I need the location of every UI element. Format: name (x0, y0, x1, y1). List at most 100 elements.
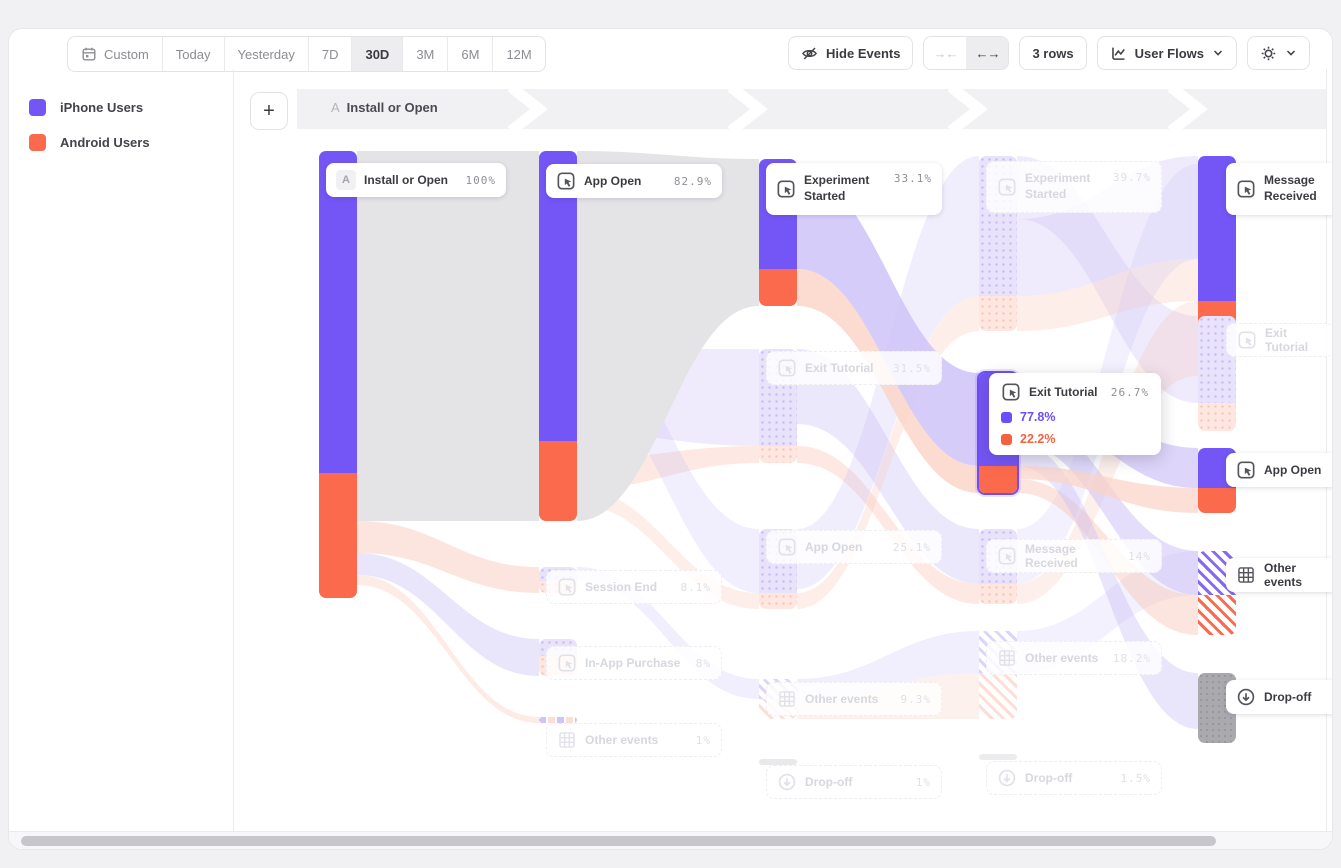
node-value: 18.2% (1112, 651, 1151, 665)
legend-item-iphone-users[interactable]: iPhone Users (29, 99, 143, 116)
bar-segment-android (979, 584, 1017, 604)
grid-icon (997, 648, 1017, 668)
node-card-app-open[interactable]: App Open (1226, 453, 1332, 487)
node-value: 100% (465, 173, 496, 187)
node-card-exit-tutorial-hovered[interactable]: Exit Tutorial 26.7% 77.8% 22.2% (989, 373, 1161, 455)
event-icon (997, 546, 1017, 566)
flow-band-highlight-orange (1017, 466, 1198, 513)
node-card-session-end[interactable]: Session End 8.1% (546, 570, 722, 604)
flow-band-highlight-purple (797, 173, 979, 466)
node-label: Other events (585, 733, 659, 747)
node-value: 8% (695, 656, 711, 670)
chevron-separator-icon (507, 89, 548, 129)
node-card-exit-tutorial[interactable]: Exit Tutorial 31.5% (766, 351, 942, 385)
node-label: Drop-off (1264, 690, 1312, 704)
node-label: Exit Tutorial (805, 361, 874, 375)
event-icon (1236, 460, 1256, 480)
legend-item-android-users[interactable]: Android Users (29, 134, 150, 151)
node-card-message-received[interactable]: Message Received 14% (986, 539, 1162, 573)
range-30d-button[interactable]: 30D (351, 37, 403, 71)
breadcrumb-step-letter: A (331, 100, 340, 115)
node-label: Experiment Started (1025, 171, 1091, 201)
flow-band (357, 521, 539, 593)
grid-icon (777, 689, 797, 709)
node-card-install-or-open[interactable]: A Install or Open 100% (326, 163, 506, 197)
node-label: Exit Tutorial (1029, 385, 1098, 399)
range-custom-button[interactable]: Custom (68, 37, 162, 71)
bar-segment-android (1198, 488, 1236, 513)
range-7d-button[interactable]: 7D (307, 37, 352, 71)
breadcrumb-step-label: Install or Open (346, 100, 438, 115)
iphone-users-swatch (29, 99, 46, 116)
col1-bar-install-or-open[interactable] (319, 151, 357, 598)
legend-label: iPhone Users (60, 100, 144, 115)
add-step-button[interactable]: + (250, 92, 288, 130)
col2-bar-app-open[interactable] (539, 151, 577, 521)
range-6m-button[interactable]: 6M (447, 37, 492, 71)
collapse-columns-button[interactable]: →← (924, 37, 966, 69)
collapse-icon: →← (933, 45, 958, 61)
user-flows-icon (1110, 45, 1127, 62)
node-label: Message Received (1025, 542, 1078, 570)
event-icon (777, 537, 797, 557)
rows-button[interactable]: 3 rows (1019, 36, 1087, 70)
range-label: 3M (416, 46, 435, 62)
node-card-drop-off[interactable]: Drop-off (1226, 680, 1332, 714)
bar-segment-android (759, 446, 797, 463)
node-value: 25.1% (892, 540, 931, 554)
horizontal-scrollbar-track[interactable] (9, 831, 1332, 849)
node-card-experiment-started[interactable]: Experiment Started 33.1% (766, 163, 942, 215)
event-icon (997, 177, 1017, 197)
node-card-message-received[interactable]: Message Received (1226, 163, 1332, 215)
node-label: App Open (1264, 463, 1322, 477)
flow-band (797, 446, 979, 604)
node-card-drop-off[interactable]: Drop-off 1% (766, 765, 942, 799)
canvas-right-edge (1326, 69, 1327, 834)
android-swatch (1001, 433, 1012, 445)
drop-off-icon (997, 768, 1017, 788)
node-value: 1.5% (1120, 771, 1151, 785)
range-3m-button[interactable]: 3M (402, 37, 447, 71)
range-today-button[interactable]: Today (161, 37, 224, 71)
col4-bar-drop-off[interactable] (979, 754, 1017, 760)
node-card-experiment-started[interactable]: Experiment Started 39.7% (986, 161, 1162, 213)
range-label: 7D (321, 46, 339, 62)
node-label: App Open (805, 540, 863, 554)
chevron-down-icon (1285, 48, 1297, 58)
flow-band-highlight-gray (577, 151, 759, 521)
event-icon (776, 179, 796, 199)
user-flows-panel: Custom Today Yesterday 7D 30D 3M 6M 12M … (8, 28, 1333, 850)
node-card-other-events[interactable]: Other events 18.2% (986, 641, 1162, 675)
expand-columns-button[interactable]: ←→ (966, 37, 1009, 69)
node-value: 82.9% (673, 174, 712, 188)
breadcrumb[interactable] (297, 89, 1326, 129)
bar-segment-android (1198, 403, 1236, 431)
horizontal-scrollbar-thumb[interactable] (21, 836, 1216, 846)
node-card-app-open[interactable]: App Open 82.9% (546, 164, 722, 198)
view-selector-button[interactable]: User Flows (1096, 36, 1237, 70)
flow-band (357, 553, 539, 676)
node-card-other-events[interactable]: Other events 1% (546, 723, 722, 757)
hide-events-button[interactable]: Hide Events (788, 36, 914, 70)
view-selector-label: User Flows (1134, 45, 1204, 61)
node-value: 1% (915, 775, 931, 789)
node-label: Drop-off (805, 775, 853, 789)
node-card-app-open[interactable]: App Open 25.1% (766, 530, 942, 564)
settings-button[interactable] (1247, 36, 1310, 70)
range-12m-button[interactable]: 12M (492, 37, 544, 71)
node-card-in-app-purchase[interactable]: In-App Purchase 8% (546, 646, 722, 680)
col2-bar-other-events[interactable] (539, 717, 577, 723)
node-card-other-events[interactable]: Other events (1226, 558, 1332, 592)
range-yesterday-button[interactable]: Yesterday (223, 37, 308, 71)
breadcrumb-step-install-or-open[interactable]: A Install or Open (331, 100, 438, 115)
node-card-drop-off[interactable]: Drop-off 1.5% (986, 761, 1162, 795)
toolbar-right: Hide Events →← ←→ 3 rows User Flows (788, 36, 1310, 70)
node-card-other-events[interactable]: Other events 9.3% (766, 682, 942, 716)
col3-bar-drop-off[interactable] (759, 759, 797, 765)
bar-segment-android (539, 441, 577, 521)
node-card-exit-tutorial[interactable]: Exit Tutorial (1226, 323, 1332, 357)
node-label: Exit Tutorial (1265, 326, 1309, 354)
bar-segment-android (979, 296, 1017, 331)
chevron-separator-icon (727, 89, 768, 129)
calendar-icon (81, 46, 97, 62)
